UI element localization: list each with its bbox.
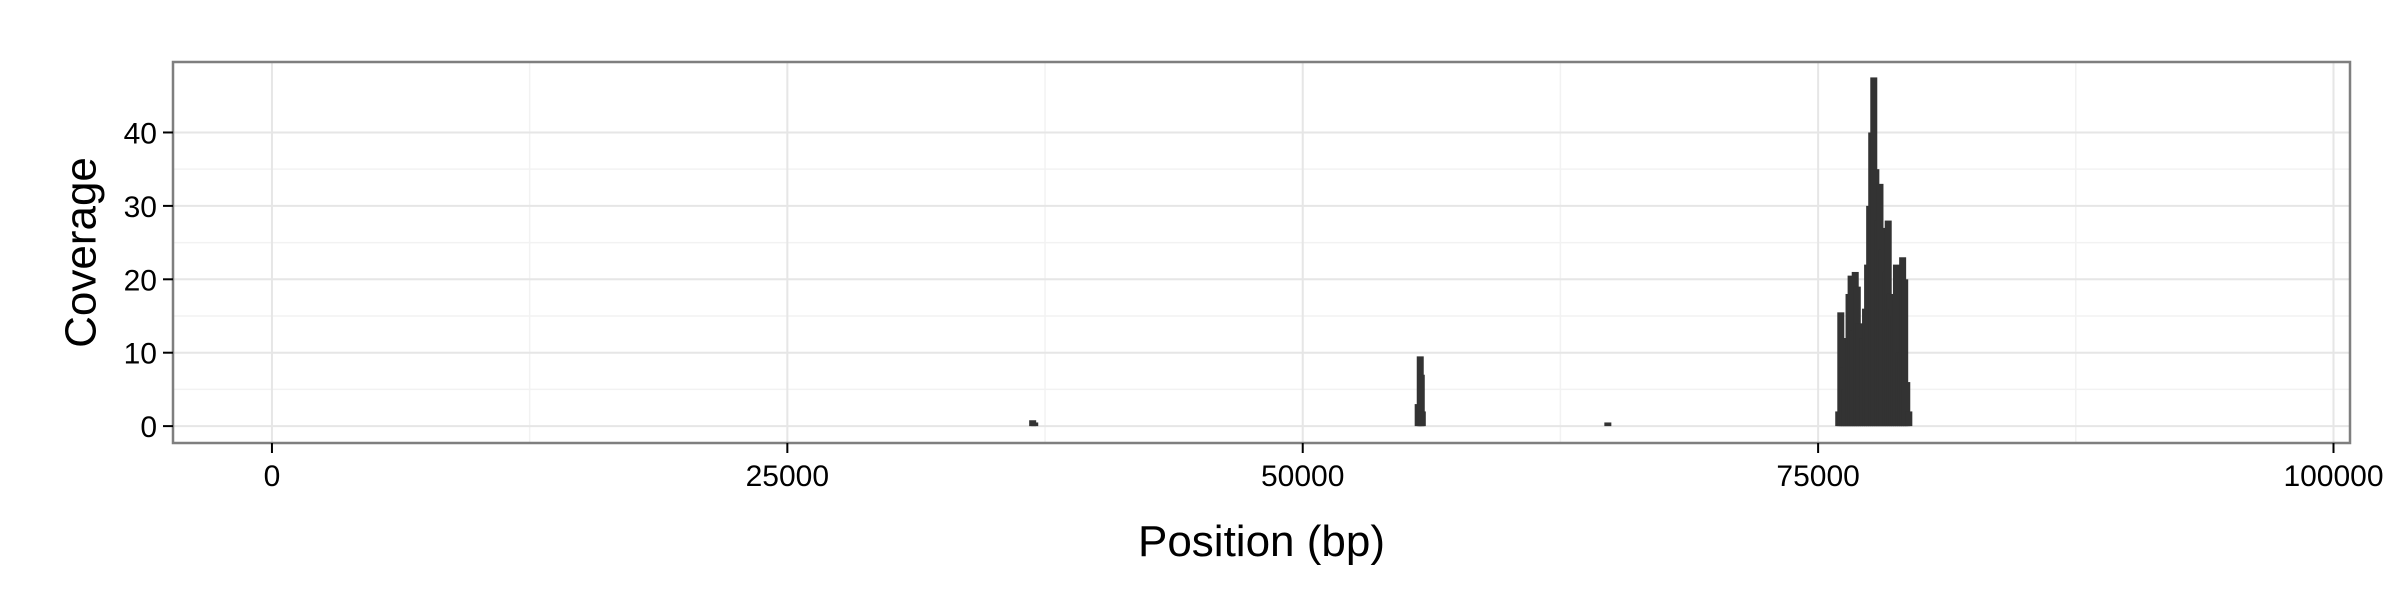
coverage-bar [1418, 411, 1426, 427]
coverage-bar [1892, 264, 1900, 427]
x-axis-title: Position (bp) [1138, 517, 1385, 566]
y-tick-label: 20 [124, 264, 157, 297]
coverage-bar [1901, 279, 1909, 427]
panel-background [173, 62, 2350, 443]
coverage-bar [1905, 411, 1913, 427]
coverage-series [1029, 77, 1913, 427]
grid-lines [173, 62, 2350, 443]
coverage-bar [1604, 422, 1612, 427]
coverage-bar [1855, 323, 1863, 427]
x-tick-label: 50000 [1261, 460, 1344, 493]
plot-panel [171, 60, 2352, 445]
x-tick-label: 0 [264, 460, 281, 493]
y-tick-label: 0 [140, 411, 157, 444]
x-tick-label: 25000 [746, 460, 829, 493]
y-tick-label: 30 [124, 191, 157, 224]
coverage-bar [1031, 422, 1039, 427]
y-axis-title: Coverage [56, 157, 105, 348]
coverage-bar [1903, 382, 1911, 427]
y-tick-label: 10 [124, 338, 157, 371]
panel-border [171, 60, 2352, 445]
y-tick-label: 40 [124, 117, 157, 150]
coverage-bar [1417, 374, 1425, 427]
axes: 0 25000 50000 75000 100000 0 10 20 30 40 [124, 117, 2384, 493]
x-tick-label: 100000 [2283, 460, 2383, 493]
x-tick-label: 75000 [1776, 460, 1859, 493]
